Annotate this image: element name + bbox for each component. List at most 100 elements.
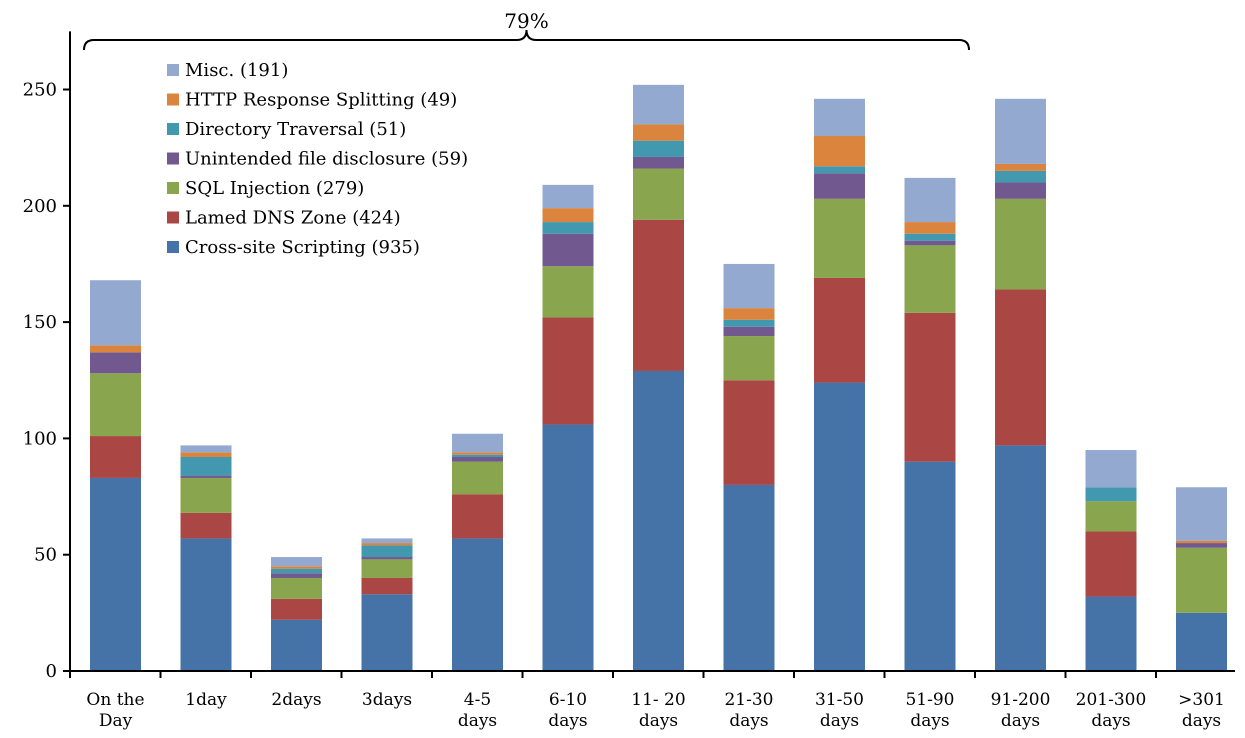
bar-segment-7-3 <box>724 327 775 336</box>
bar-segment-9-4 <box>905 234 956 241</box>
bar-segment-0-0 <box>90 478 141 671</box>
bar-segment-8-3 <box>814 173 865 199</box>
bar-segment-1-6 <box>181 445 232 452</box>
x-tick-label-9: 51-90 days <box>905 690 954 731</box>
bar-segment-8-2 <box>814 199 865 278</box>
y-tick-label-2: 100 <box>23 428 57 449</box>
bar-segment-2-1 <box>271 599 322 620</box>
x-tick-label-1: 1day <box>185 690 227 710</box>
bar-segment-11-4 <box>1086 487 1137 501</box>
x-tick-label-line: 6-10 <box>549 690 587 710</box>
x-tick-label-line: 51-90 <box>905 690 954 710</box>
legend-swatch-0 <box>167 64 179 76</box>
bar-segment-8-0 <box>814 383 865 671</box>
bar-segment-1-0 <box>181 538 232 671</box>
x-tick-label-3: 3days <box>362 690 412 710</box>
bar-segment-12-2 <box>1176 548 1227 613</box>
x-tick-label-line: days <box>1182 711 1221 731</box>
bar-segment-10-6 <box>995 99 1046 164</box>
bar-segment-3-2 <box>362 559 413 578</box>
y-tick-label-5: 250 <box>23 80 57 101</box>
bar-segment-7-0 <box>724 485 775 671</box>
bar-segment-10-3 <box>995 183 1046 199</box>
bar-segment-7-6 <box>724 264 775 308</box>
bar-segment-11-2 <box>1086 501 1137 531</box>
annotation-bracket <box>84 30 969 50</box>
percentage-annotation: 79% <box>84 9 969 50</box>
bar-segment-4-2 <box>452 462 503 495</box>
y-tick-label-4: 200 <box>23 196 57 217</box>
x-tick-label-line: days <box>910 711 949 731</box>
bar-segment-4-1 <box>452 494 503 538</box>
bars-layer <box>90 85 1227 671</box>
bar-segment-7-1 <box>724 380 775 485</box>
bar-segment-1-2 <box>181 478 232 513</box>
legend-swatch-3 <box>167 153 179 165</box>
x-tick-label-6: 11- 20 days <box>631 690 685 731</box>
annotation-label: 79% <box>504 9 548 33</box>
bar-segment-12-3 <box>1176 543 1227 548</box>
bar-segment-6-5 <box>633 124 684 140</box>
bar-segment-3-0 <box>362 594 413 671</box>
x-tick-label-8: 31-50 days <box>815 690 864 731</box>
bar-segment-1-5 <box>181 452 232 457</box>
legend-swatch-2 <box>167 123 179 135</box>
legend-label-4: SQL Injection (279) <box>185 178 364 199</box>
bar-segment-0-2 <box>90 373 141 436</box>
bar-segment-2-3 <box>271 573 322 578</box>
bar-segment-2-0 <box>271 620 322 671</box>
legend-label-0: Misc. (191) <box>185 60 288 81</box>
x-tick-label-line: 21-30 <box>724 690 773 710</box>
bar-segment-11-1 <box>1086 531 1137 596</box>
bar-segment-10-5 <box>995 164 1046 171</box>
legend-label-3: Unintended file disclosure (59) <box>185 149 468 170</box>
bar-segment-7-5 <box>724 308 775 320</box>
x-tick-label-line: >301 <box>1178 690 1225 710</box>
bar-segment-3-6 <box>362 538 413 543</box>
bar-segment-5-2 <box>543 266 594 317</box>
bar-segment-9-5 <box>905 222 956 234</box>
bar-segment-9-3 <box>905 241 956 246</box>
x-tick-label-line: days <box>548 711 587 731</box>
legend-label-1: HTTP Response Splitting (49) <box>185 90 457 111</box>
y-tick-label-1: 50 <box>34 545 57 566</box>
x-tick-label-line: days <box>729 711 768 731</box>
x-tick-label-line: 31-50 <box>815 690 864 710</box>
bar-segment-8-5 <box>814 136 865 166</box>
bar-segment-6-4 <box>633 141 684 157</box>
bar-segment-12-5 <box>1176 541 1227 543</box>
x-tick-label-line: 11- 20 <box>631 690 685 710</box>
bar-segment-10-4 <box>995 171 1046 183</box>
y-tick-label-0: 0 <box>46 661 57 682</box>
x-tick-label-12: >301 days <box>1178 690 1225 731</box>
x-tick-label-line: days <box>1001 711 1040 731</box>
bar-segment-4-5 <box>452 452 503 454</box>
bar-segment-2-6 <box>271 557 322 566</box>
bar-segment-10-0 <box>995 445 1046 671</box>
bar-segment-2-5 <box>271 566 322 568</box>
bar-segment-5-5 <box>543 208 594 222</box>
x-tick-label-5: 6-10 days <box>548 690 587 731</box>
bar-segment-2-4 <box>271 569 322 574</box>
x-tick-label-line: 4-5 <box>464 690 491 710</box>
bar-segment-0-5 <box>90 345 141 352</box>
legend-swatch-5 <box>167 212 179 224</box>
bar-segment-6-3 <box>633 157 684 169</box>
bar-segment-8-4 <box>814 166 865 173</box>
bar-segment-1-3 <box>181 476 232 478</box>
bar-segment-11-6 <box>1086 450 1137 487</box>
x-tick-label-0: On the Day <box>86 690 144 731</box>
bar-segment-1-4 <box>181 457 232 476</box>
bar-segment-11-0 <box>1086 597 1137 671</box>
bar-segment-4-4 <box>452 455 503 457</box>
legend-swatch-1 <box>167 94 179 106</box>
legend: Misc. (191) HTTP Response Splitting (49) D… <box>167 60 468 258</box>
x-tick-label-line: On the <box>86 690 144 710</box>
legend-swatch-4 <box>167 182 179 194</box>
bar-segment-8-1 <box>814 278 865 383</box>
x-tick-label-line: days <box>639 711 678 731</box>
bar-segment-6-6 <box>633 85 684 125</box>
bar-segment-5-0 <box>543 424 594 671</box>
bar-segment-6-1 <box>633 220 684 371</box>
